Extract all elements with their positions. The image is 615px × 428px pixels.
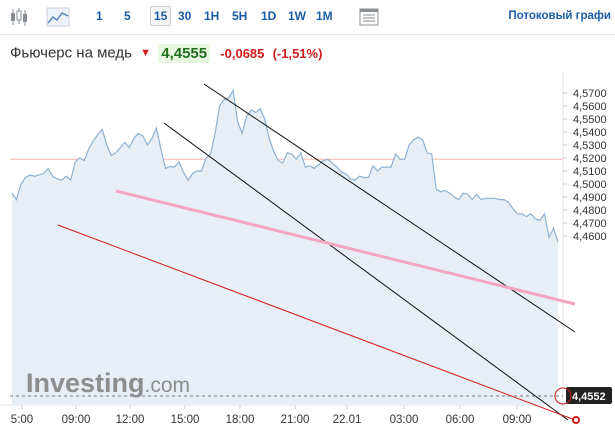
y-tick-label: 4,5100 [573,166,607,178]
price-change-percent: (-1,51%) [272,45,323,61]
down-arrow-icon: ▼ [140,47,152,60]
x-tick-label: 03:00 [390,414,419,426]
x-tick-label: 09:00 [503,414,532,426]
y-tick-label: 4,5300 [573,140,607,152]
x-tick-label: 22.01 [333,414,362,426]
timeframe-5[interactable]: 5 [124,9,131,23]
y-tick-label: 4,5400 [573,127,607,139]
instrument-name: Фьючерс на медь [10,44,132,62]
y-tick-label: 4,5500 [573,114,607,126]
x-tick-label: 15:00 [171,414,200,426]
y-tick-label: 4,4900 [573,192,607,204]
timeframe-30[interactable]: 30 [178,9,192,23]
price-change: -0,0685 [220,45,265,61]
x-tick-label: 5:00 [11,414,33,426]
y-tick-label: 4,5000 [573,179,607,191]
anchor-dot-icon[interactable] [572,416,580,424]
x-tick-label: 09:00 [62,414,91,426]
current-price-badge [566,387,612,404]
price-area-fill [12,90,558,406]
current-price-label: 4,4552 [572,391,606,403]
investing-watermark: Investing.com [26,368,190,398]
chart-toolbar: 1 5 15 30 1H 5H 1D 1W 1M Потоковый графи [0,0,615,35]
price-line [11,88,559,243]
y-tick-label: 4,4600 [573,231,607,243]
trendline[interactable] [115,189,576,306]
timeframe-1[interactable]: 1 [96,9,103,23]
table-icon[interactable] [358,6,380,28]
timeframe-15[interactable]: 15 [150,6,172,26]
y-tick-label: 4,5200 [573,153,607,165]
timeframe-1w[interactable]: 1W [288,9,306,23]
x-tick-label: 21:00 [281,414,310,426]
trendline[interactable] [57,224,576,421]
instrument-header: Фьючерс на медь ▼ 4,4555 -0,0685 (-1,51%… [10,43,323,66]
y-tick-label: 4,5700 [573,88,607,100]
trendline[interactable] [163,122,569,421]
x-tick-label: 06:00 [446,414,475,426]
timeframe-1h[interactable]: 1H [204,9,220,23]
last-price: 4,4555 [158,43,211,63]
streaming-chart-link[interactable]: Потоковый графи [508,10,611,22]
timeframe-1d[interactable]: 1D [261,9,277,23]
y-tick-label: 4,5600 [573,101,607,113]
area-chart-icon[interactable] [46,6,70,28]
y-tick-label: 4,4700 [573,218,607,230]
timeframe-1m[interactable]: 1M [316,9,333,23]
candlestick-icon[interactable] [8,6,30,28]
x-tick-label: 18:00 [226,414,255,426]
current-price-marker [554,387,572,405]
trendline[interactable] [203,83,576,333]
x-tick-label: 12:00 [116,414,145,426]
timeframe-5h[interactable]: 5H [232,9,248,23]
y-tick-label: 4,4800 [573,205,607,217]
